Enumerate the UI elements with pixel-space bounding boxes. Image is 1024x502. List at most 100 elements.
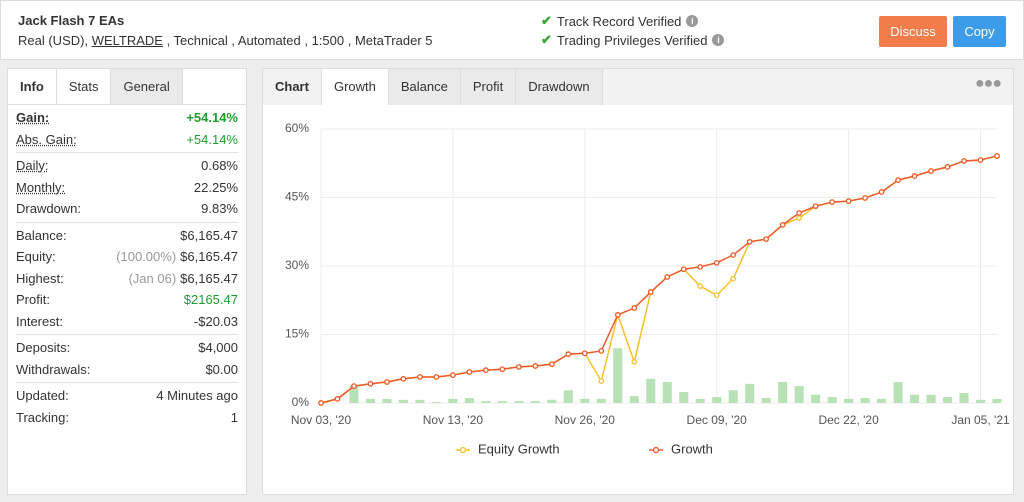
bar [992,398,1002,403]
stat-label: Profit: [16,292,50,307]
point-marker [713,259,720,266]
stat-value-wrap: (100.00%) $6,165.47 [116,246,238,268]
stat-value: 22.25% [193,179,238,195]
chart-tabs: Chart Growth Balance Profit Drawdown [263,69,1013,105]
stat-label: Updated: [16,388,69,403]
verified-item: ✔ Track Record Verified i [541,13,699,29]
menu-dots[interactable]: ●●● [975,75,1002,92]
stat-value: -$20.03 [193,313,238,329]
bar [893,381,903,403]
bar [662,381,672,403]
point-marker [664,274,671,280]
bar [398,399,408,403]
point-marker [796,215,802,221]
copy-button[interactable]: Copy [953,16,1006,47]
bar [481,401,491,403]
point-marker [779,222,786,228]
series-line [320,155,998,404]
bar [959,392,969,403]
tab[interactable]: Stats [56,69,112,104]
legend-label: Growth [671,441,713,456]
bar [827,397,837,403]
tab[interactable]: Growth [321,69,389,105]
point-marker [581,350,588,357]
y-tick-label: 60% [285,121,309,135]
bar [794,386,804,403]
tab[interactable]: Chart [263,69,322,105]
stats-row: Interest: -$20.03 [16,311,238,333]
stat-value-wrap: $0.00 [205,359,238,381]
point-marker [647,289,654,295]
point-marker [697,283,704,289]
header: Jack Flash 7 EAs Real (USD), WELTRADE , … [0,0,1024,60]
tab[interactable]: Drawdown [516,69,603,105]
point-marker [928,168,934,174]
point-marker [812,203,819,210]
point-marker [450,372,456,378]
bar [728,390,738,403]
stat-value-wrap: +54.14% [186,107,238,129]
bar [431,402,441,403]
verified-item: ✔ Trading Privileges Verified i [541,32,725,48]
stats-group: Updated: 4 Minutes ago Tracking: 1 [16,383,238,430]
point-marker [400,375,407,382]
point-marker [631,359,638,365]
stat-value-wrap: 0.68% [201,155,238,177]
stats-panel: Info Stats General Gain: +54.14% Abs. Gain… [7,68,247,495]
legend-label: Equity Growth [478,441,560,456]
bar [844,398,854,403]
stat-value-wrap: 4 Minutes ago [156,385,238,407]
tab[interactable]: General [111,69,183,104]
stats-group: Balance: $6,165.47 Equity: (100.00%) $6,165.… [16,223,238,335]
legend-marker [652,446,660,454]
stats-row: Abs. Gain: +54.14% [16,129,238,151]
stat-value-wrap: $6,165.47 [180,225,238,247]
point-marker [977,157,984,163]
stat-note: (100.00%) [116,249,177,264]
stat-value: 1 [230,409,238,425]
tab[interactable]: Balance [388,69,461,105]
chart-panel: Chart Growth Balance Profit Drawdown ●●●… [262,68,1014,495]
point-marker [466,369,473,375]
stats-row: Highest: (Jan 06) $6,165.47 [16,268,238,290]
point-marker [351,383,357,389]
point-marker [845,198,852,205]
bar [596,398,606,403]
stats-row: Drawdown: 9.83% [16,198,238,220]
point-marker [548,361,555,368]
point-marker [713,292,720,299]
stat-value-wrap: 1 [231,407,238,429]
tab[interactable]: Info [8,69,57,104]
point-marker [878,189,885,195]
bar [910,394,920,403]
x-tick-label: Dec 09, '20 [687,413,748,427]
point-marker [763,236,770,242]
point-marker [367,380,374,387]
x-tick-label: Nov 26, '20 [555,413,616,427]
bar [563,390,573,403]
y-tick-label: 45% [285,190,309,204]
point-marker [944,164,951,170]
tab[interactable]: Profit [460,69,517,105]
stat-label: Daily: [16,158,49,173]
point-marker [829,199,835,205]
stats-row: Tracking: 1 [16,407,238,429]
bar [382,398,392,403]
bar [349,386,359,403]
stat-value-wrap: 9.83% [201,198,238,220]
bar [365,398,375,403]
stats-row: Withdrawals: $0.00 [16,359,238,381]
broker-link[interactable]: WELTRADE [91,33,163,48]
bar [679,392,689,403]
stats-group: Deposits: $4,000 Withdrawals: $0.00 [16,335,238,383]
discuss-button[interactable]: Discuss [879,16,947,47]
stat-value: $4,000 [198,340,238,355]
bar [497,401,507,403]
bar [860,397,870,403]
stats-list: Gain: +54.14% Abs. Gain: +54.14% Daily: 0.68%… [8,105,246,430]
stat-value: $2165.47 [183,292,238,307]
verified-text: Trading Privileges Verified [556,32,708,48]
bar [943,397,953,403]
point-marker [796,210,802,216]
point-marker [614,312,621,318]
